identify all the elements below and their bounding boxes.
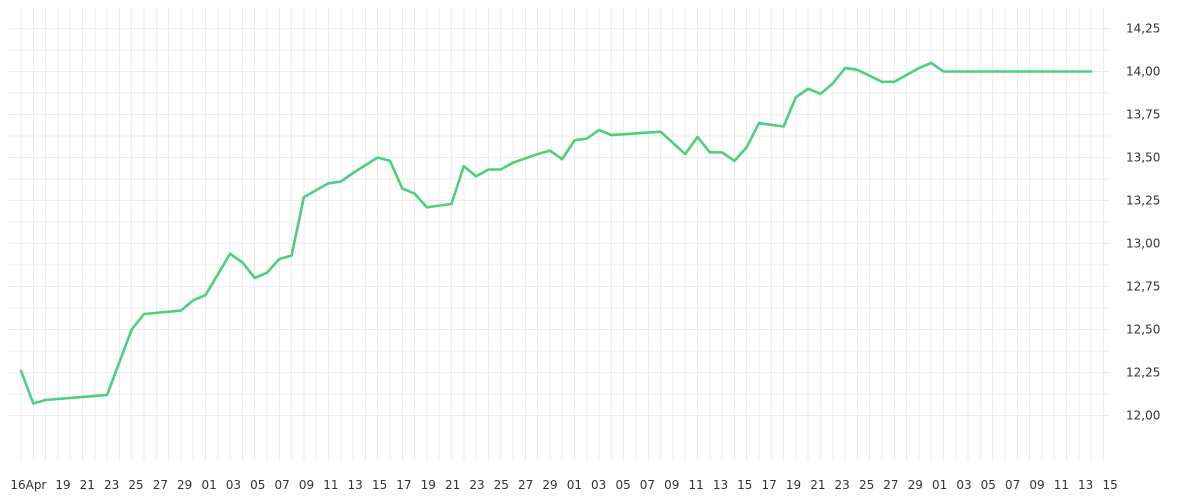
x-tick-label: 09 (299, 478, 314, 492)
x-tick-label: 27 (883, 478, 898, 492)
x-tick-label: 11 (688, 478, 703, 492)
x-tick-label: 01 (932, 478, 947, 492)
x-tick-label: 05 (250, 478, 265, 492)
x-tick-label: 09 (1029, 478, 1044, 492)
x-tick-label: 13 (713, 478, 728, 492)
series-layer (19, 61, 1093, 405)
x-tick-label: 21 (80, 478, 95, 492)
y-tick-label: 13,00 (1126, 237, 1160, 251)
x-tick-label: 07 (640, 478, 655, 492)
x-tick-label: 15 (1102, 478, 1117, 492)
x-tick-label: 19 (786, 478, 801, 492)
x-tick-label: 01 (567, 478, 582, 492)
x-tick-label: 13 (348, 478, 363, 492)
x-tick-label: 23 (469, 478, 484, 492)
x-tick-label: 25 (494, 478, 509, 492)
y-tick-label: 12,00 (1126, 409, 1160, 423)
vertical-grid (20, 8, 1104, 460)
x-tick-label: 25 (859, 478, 874, 492)
x-tick-label: 17 (762, 478, 777, 492)
x-tick-label: 27 (518, 478, 533, 492)
x-tick-label: 29 (177, 478, 192, 492)
x-tick-label: 13 (1078, 478, 1093, 492)
x-tick-label: 16 (10, 478, 25, 492)
x-tick-label: Apr (26, 478, 47, 492)
series-line (19, 61, 1093, 405)
x-tick-label: 17 (396, 478, 411, 492)
x-tick-label: 09 (664, 478, 679, 492)
horizontal-grid (8, 28, 1110, 416)
x-tick-label: 29 (908, 478, 923, 492)
x-tick-label: 03 (591, 478, 606, 492)
x-tick-label: 07 (274, 478, 289, 492)
y-tick-label: 12,25 (1126, 366, 1160, 380)
y-tick-label: 12,50 (1126, 323, 1160, 337)
y-tick-label: 14,25 (1126, 22, 1160, 36)
y-axis: 14,25 14,00 13,75 13,50 13,25 13,00 12,75 12,50… (1126, 22, 1160, 423)
x-tick-label: 29 (542, 478, 557, 492)
x-tick-label: 25 (128, 478, 143, 492)
y-tick-label: 12,75 (1126, 280, 1160, 294)
x-tick-label: 05 (615, 478, 630, 492)
x-tick-label: 01 (201, 478, 216, 492)
x-tick-label: 11 (1054, 478, 1069, 492)
x-axis: 16 Apr 19 21 23 25 27 29 01 03 05 07 09 11 13 15 17 19 21 2… (10, 478, 1117, 492)
y-tick-label: 13,25 (1126, 194, 1160, 208)
x-tick-label: 15 (372, 478, 387, 492)
x-tick-label: 21 (810, 478, 825, 492)
y-tick-label: 14,00 (1126, 65, 1160, 79)
x-tick-label: 03 (956, 478, 971, 492)
x-tick-label: 07 (1005, 478, 1020, 492)
x-tick-label: 19 (421, 478, 436, 492)
y-tick-label: 13,50 (1126, 151, 1160, 165)
x-tick-label: 03 (226, 478, 241, 492)
x-tick-label: 11 (323, 478, 338, 492)
x-tick-label: 27 (153, 478, 168, 492)
x-tick-label: 23 (104, 478, 119, 492)
x-tick-label: 23 (835, 478, 850, 492)
x-tick-label: 15 (737, 478, 752, 492)
x-tick-label: 05 (981, 478, 996, 492)
y-tick-label: 13,75 (1126, 108, 1160, 122)
x-tick-label: 21 (445, 478, 460, 492)
x-tick-label: 19 (55, 478, 70, 492)
